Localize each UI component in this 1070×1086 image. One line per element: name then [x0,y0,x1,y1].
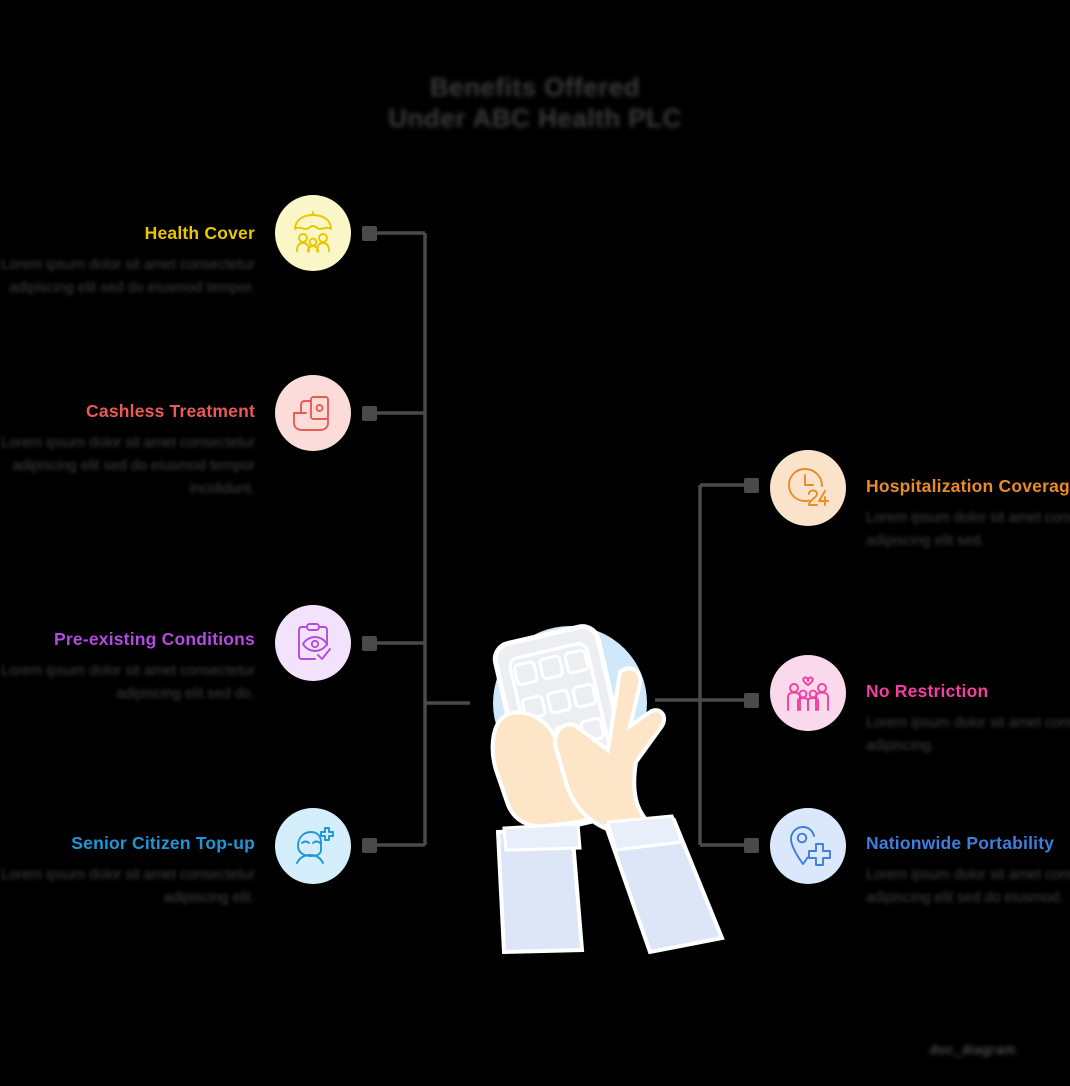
clock-24-icon [788,468,829,506]
location-pin-plus-icon-badge[interactable] [770,808,846,884]
feature-body: Lorem ipsum dolor sit amet consectetur a… [866,715,1070,754]
clipboard-eye-check-icon [298,623,331,660]
title-line-2: Under ABC Health PLC [388,103,682,133]
connector-node [362,636,377,651]
family-heart-icon-badge[interactable] [770,655,846,731]
feature-body: Lorem ipsum dolor sit amet consectetur a… [1,867,255,906]
title-line-1: Benefits Offered [429,72,641,102]
feature-cashless-treatment: Cashless Treatment Lorem ipsum dolor sit… [0,400,255,501]
connector-node [362,226,377,241]
feature-body: Lorem ipsum dolor sit amet consectetur a… [1,663,255,702]
connector-node [362,838,377,853]
senior-person-plus-icon-badge[interactable] [275,808,351,884]
connector-node [744,478,759,493]
feature-body: Lorem ipsum dolor sit amet consectetur a… [866,867,1070,906]
feature-nationwide-portability: Nationwide Portability Lorem ipsum dolor… [866,832,1070,910]
senior-person-plus-icon [296,827,334,864]
feature-heading: Senior Citizen Top-up [71,833,255,853]
feature-body: Lorem ipsum dolor sit amet consectetur a… [866,510,1070,549]
feature-no-restriction: No Restriction Lorem ipsum dolor sit ame… [866,680,1070,758]
feature-body: Lorem ipsum dolor sit amet consectetur a… [1,257,255,296]
feature-health-cover: Health Cover Lorem ipsum dolor sit amet … [0,222,255,300]
family-heart-icon [787,676,829,711]
feature-pre-existing-conditions: Pre-existing Conditions Lorem ipsum dolo… [0,628,255,706]
feature-heading: Health Cover [144,223,255,243]
feature-heading: Cashless Treatment [86,401,255,421]
feature-heading: Pre-existing Conditions [53,629,255,649]
connector-node [362,406,377,421]
infographic-title: Benefits Offered Under ABC Health PLC [335,72,735,134]
umbrella-family-icon [294,211,332,253]
feature-heading: Nationwide Portability [866,833,1055,853]
feature-hospitalization-coverage: Hospitalization Coverage Lorem ipsum dol… [866,475,1070,553]
feature-heading: No Restriction [866,681,989,701]
hands-holding-phone-illustration [460,600,760,970]
feature-senior-citizen-top-up: Senior Citizen Top-up Lorem ipsum dolor … [0,832,255,910]
umbrella-family-icon-badge[interactable] [275,195,351,271]
watermark: doc_diagram [930,1042,1017,1057]
clock-24-icon-badge[interactable] [770,450,846,526]
feature-heading: Hospitalization Coverage [866,476,1070,496]
hand-card-icon [293,396,329,431]
location-pin-plus-icon [790,826,831,866]
clipboard-eye-check-icon-badge[interactable] [275,605,351,681]
hand-card-icon-badge[interactable] [275,375,351,451]
feature-body: Lorem ipsum dolor sit amet consectetur a… [1,435,255,497]
